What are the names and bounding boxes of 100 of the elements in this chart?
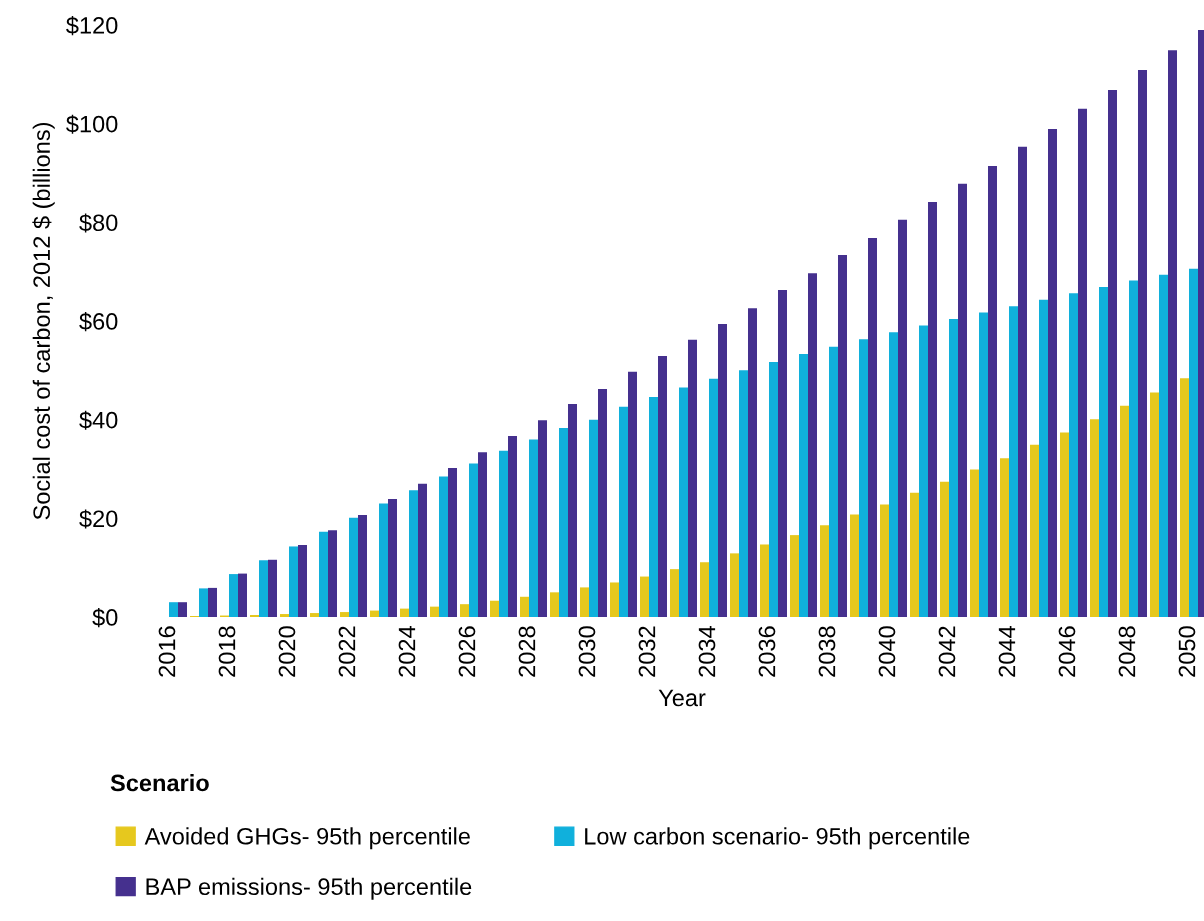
y-tick-label: $60	[79, 312, 118, 332]
y-tick-label: $40	[79, 410, 118, 430]
bar	[229, 574, 238, 617]
bar	[979, 312, 988, 617]
x-tick-label: 2046	[1058, 626, 1076, 677]
bar	[1099, 286, 1108, 617]
bar	[928, 202, 937, 617]
bar	[328, 530, 337, 617]
x-tick-label: 2050	[1178, 626, 1196, 677]
legend-label: Low carbon scenario- 95th percentile	[585, 827, 970, 850]
y-tick-label: $20	[79, 509, 118, 529]
bar	[910, 492, 919, 617]
x-tick-label: 2042	[938, 626, 956, 677]
bar	[760, 544, 769, 617]
y-tick-label: $80	[79, 213, 118, 233]
bar	[1078, 108, 1087, 617]
bar	[268, 559, 277, 617]
bar	[790, 535, 799, 617]
bar	[499, 450, 508, 617]
legend-title: Scenario	[110, 773, 209, 792]
bar	[508, 435, 517, 617]
bar	[409, 490, 418, 617]
bar	[529, 439, 538, 617]
bar	[1138, 69, 1147, 617]
bar	[478, 452, 487, 617]
bar	[799, 354, 808, 617]
bar	[838, 254, 847, 617]
bar	[208, 587, 217, 617]
x-tick-label: 2020	[278, 626, 296, 677]
bar	[688, 339, 697, 617]
bar	[259, 560, 268, 617]
bar	[388, 499, 397, 617]
bar	[649, 396, 658, 617]
bar	[1168, 50, 1177, 617]
bar	[1048, 129, 1057, 617]
x-tick-label: 2018	[218, 626, 236, 677]
y-tick-label: $100	[66, 114, 118, 134]
bar	[1108, 90, 1117, 617]
bar	[358, 514, 367, 617]
x-tick-label: 2028	[518, 626, 536, 677]
bar	[1090, 419, 1099, 617]
bar	[829, 346, 838, 617]
bar	[199, 588, 208, 617]
x-tick-label: 2024	[398, 626, 416, 677]
bar	[1030, 444, 1039, 617]
bar	[889, 332, 898, 617]
bar	[238, 573, 247, 617]
x-tick-label: 2038	[818, 626, 836, 677]
bar	[640, 576, 649, 617]
bar	[610, 582, 619, 617]
bar	[559, 428, 568, 617]
y-tick-label: $0	[92, 608, 118, 628]
x-tick-label: 2026	[458, 626, 476, 677]
bar	[1189, 268, 1198, 617]
bar	[880, 504, 889, 617]
bar	[280, 614, 289, 617]
bar	[1150, 392, 1159, 617]
bar	[700, 562, 709, 617]
bar	[430, 606, 439, 617]
bar	[598, 389, 607, 617]
bar	[859, 339, 868, 617]
bar	[490, 600, 499, 617]
bar	[1018, 146, 1027, 617]
bar	[178, 602, 187, 617]
bar	[658, 356, 667, 617]
bar	[289, 546, 298, 617]
bar	[448, 468, 457, 617]
bar	[439, 476, 448, 617]
bar	[298, 544, 307, 617]
bar	[619, 406, 628, 617]
bar	[1129, 280, 1138, 617]
bar	[628, 371, 637, 617]
bar	[679, 387, 688, 617]
x-axis-title: Year	[658, 689, 706, 707]
bar	[778, 289, 787, 617]
bar	[310, 613, 319, 617]
x-tick-label: 2036	[758, 626, 776, 677]
x-tick-label: 2034	[698, 626, 716, 677]
bar	[958, 183, 967, 617]
bar	[520, 596, 529, 617]
bar	[1060, 432, 1069, 617]
bar	[808, 273, 817, 617]
bar	[949, 319, 958, 617]
legend-label: Avoided GHGs- 95th percentile	[144, 827, 470, 850]
bar	[460, 604, 469, 617]
bar	[568, 403, 577, 617]
bar	[469, 463, 478, 617]
y-axis-title: Social cost of carbon, 2012 $ (billions)	[32, 122, 55, 520]
bar	[550, 592, 559, 617]
bar	[820, 525, 829, 617]
x-tick-label: 2048	[1118, 626, 1136, 677]
bar	[670, 569, 679, 617]
bar	[319, 531, 328, 617]
bar	[1000, 458, 1009, 617]
bar	[1159, 274, 1168, 617]
x-tick-label: 2044	[998, 626, 1016, 677]
bar	[418, 483, 427, 617]
bar	[370, 610, 379, 617]
bar	[1180, 378, 1189, 617]
bar	[169, 602, 178, 617]
